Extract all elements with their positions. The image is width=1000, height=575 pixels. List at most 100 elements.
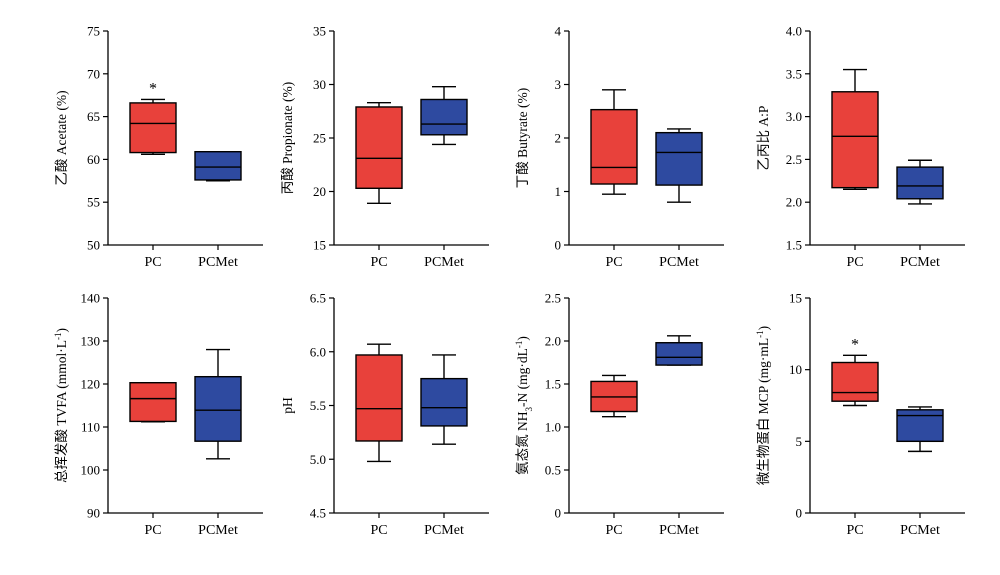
box-PCMet — [655, 335, 703, 366]
y-axis-label-tail: ) — [756, 326, 771, 331]
y-tick-label: 3.0 — [786, 109, 802, 124]
box-iqr — [896, 166, 944, 200]
y-tick-label: 1.0 — [545, 420, 561, 435]
box-iqr — [420, 98, 468, 136]
box-iqr — [655, 131, 703, 186]
panel-7: 0 0.5 1.0 1.5 2.0 2.5 氨态氮 NH3-N (mg·dL-1) PC PCM… — [514, 291, 724, 538]
y-axis-label: 丙酸 Propionate (%) — [280, 82, 295, 194]
y-axis-label: 氨态氮 NH3-N (mg·dL-1) — [514, 336, 534, 475]
y-tick-label: 2.5 — [545, 291, 561, 306]
y-tick-label: 50 — [87, 238, 100, 253]
y-axis-label-main: 丙酸 Propionate (%) — [280, 82, 295, 194]
y-tick-label: 5.5 — [310, 398, 326, 413]
y-tick-label: 75 — [87, 24, 100, 39]
box-PC — [590, 374, 638, 418]
x-tick-label: PC — [370, 255, 387, 270]
x-tick-label: PC — [370, 523, 387, 538]
y-tick-label: 20 — [313, 184, 326, 199]
x-tick-label: PCMet — [900, 523, 940, 538]
box-PCMet — [194, 348, 242, 460]
y-tick-label: 1 — [555, 184, 562, 199]
x-tick-label: PC — [605, 523, 622, 538]
y-axis-label-sub: 3 — [524, 406, 534, 411]
y-axis-label: 总挥发酸 TVFA (mmol·L-1) — [53, 328, 69, 483]
x-tick-label: PC — [605, 255, 622, 270]
box-PC — [831, 68, 879, 191]
y-tick-label: 0 — [555, 506, 562, 521]
y-tick-label: 2.0 — [786, 195, 802, 210]
y-tick-label: 2 — [555, 131, 562, 146]
box-iqr — [194, 375, 242, 442]
x-tick-label: PC — [846, 255, 863, 270]
y-tick-label: 2.5 — [786, 152, 802, 167]
box-iqr — [655, 342, 703, 366]
y-tick-label: 140 — [81, 291, 101, 306]
y-axis-label-mid: -N (mg·dL — [515, 348, 530, 407]
y-axis-label-main: 乙酸 Acetate (%) — [54, 90, 69, 185]
box-iqr — [896, 409, 944, 443]
panel-1: 50 55 60 65 70 75 乙酸 Acetate (%) * PC PCMet — [54, 24, 263, 270]
y-tick-label: 6.5 — [310, 291, 326, 306]
y-axis-label-main: 氨态氮 NH — [515, 411, 530, 475]
y-tick-label: 110 — [81, 420, 100, 435]
box-iqr — [420, 377, 468, 427]
panel-2: 15 20 25 30 35 丙酸 Propionate (%) PC PCMet — [280, 24, 489, 270]
y-tick-label: 3.5 — [786, 66, 802, 81]
y-tick-label: 5.0 — [310, 452, 326, 467]
y-axis-label: 微生物蛋白 MCP (mg·mL-1) — [755, 326, 771, 485]
y-axis-label-main: 微生物蛋白 MCP (mg·mL — [756, 338, 771, 485]
significance-marker: * — [851, 336, 859, 353]
y-tick-label: 65 — [87, 109, 100, 124]
y-tick-label: 120 — [81, 377, 101, 392]
y-tick-label: 25 — [313, 131, 326, 146]
box-PC — [590, 89, 638, 195]
y-axis-label: 丁酸 Butyrate (%) — [515, 88, 530, 188]
y-axis-label: 乙酸 Acetate (%) — [54, 90, 69, 185]
y-axis-label: pH — [280, 397, 295, 414]
box-PC — [355, 101, 403, 204]
y-tick-label: 2.0 — [545, 334, 561, 349]
box-PCMet — [420, 354, 468, 445]
box-iqr — [831, 91, 879, 189]
panel-3: 0 1 2 3 4 丁酸 Butyrate (%) PC PCMet — [515, 24, 724, 270]
y-axis-label-main: 丁酸 Butyrate (%) — [515, 88, 530, 188]
y-tick-label: 70 — [87, 66, 100, 81]
box-iqr — [831, 361, 879, 402]
y-axis-label-sup: -1 — [53, 333, 63, 341]
y-tick-label: 1.5 — [545, 377, 561, 392]
y-tick-label: 10 — [789, 362, 802, 377]
y-tick-label: 30 — [313, 77, 326, 92]
box-iqr — [355, 106, 403, 189]
y-tick-label: 5 — [796, 434, 803, 449]
box-iqr — [194, 150, 242, 181]
box-PC: * — [831, 336, 879, 407]
y-axis-label: 乙丙比 A:P — [756, 106, 771, 171]
y-tick-label: 90 — [87, 506, 100, 521]
y-tick-label: 15 — [313, 238, 326, 253]
y-tick-label: 4.0 — [786, 24, 802, 39]
x-tick-label: PC — [144, 523, 161, 538]
y-tick-label: 0 — [555, 238, 562, 253]
y-tick-label: 35 — [313, 24, 326, 39]
x-tick-label: PCMet — [900, 255, 940, 270]
y-tick-label: 130 — [81, 334, 101, 349]
y-axis-label-main: 乙丙比 A:P — [756, 106, 771, 171]
y-tick-label: 0 — [796, 506, 803, 521]
box-PCMet — [655, 128, 703, 203]
y-tick-label: 4.5 — [310, 506, 326, 521]
y-tick-label: 4 — [555, 24, 562, 39]
panel-8: 0 5 10 15 微生物蛋白 MCP (mg·mL-1) * PC PCMet — [755, 291, 965, 538]
y-tick-label: 60 — [87, 152, 100, 167]
y-tick-label: 55 — [87, 195, 100, 210]
y-tick-label: 6.0 — [310, 344, 326, 359]
box-iqr — [590, 108, 638, 185]
box-PCMet — [194, 150, 242, 182]
box-PC: * — [129, 80, 177, 155]
y-tick-label: 100 — [81, 463, 101, 478]
y-tick-label: 0.5 — [545, 463, 561, 478]
y-axis-label-tail: ) — [515, 336, 530, 341]
box-PC — [355, 343, 403, 463]
y-axis-label-sup: -1 — [514, 341, 524, 349]
y-tick-label: 3 — [555, 77, 562, 92]
